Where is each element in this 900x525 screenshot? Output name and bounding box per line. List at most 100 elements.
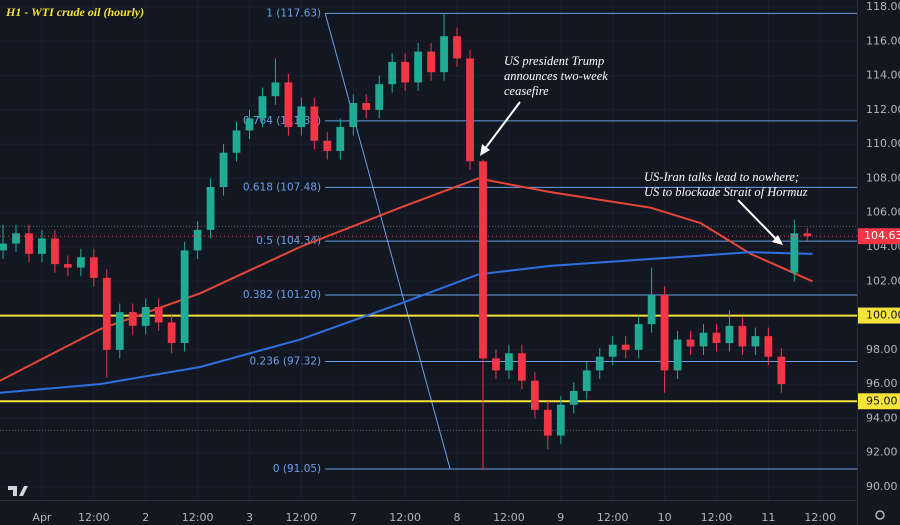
- y-tick-label: 98.00: [866, 343, 898, 356]
- arrow-head: [480, 144, 490, 156]
- y-tick-label: 118.00: [866, 0, 900, 13]
- y-tick-label: 94.00: [866, 411, 898, 424]
- candle-body: [686, 339, 695, 347]
- candle-body: [569, 390, 578, 405]
- candle-body: [725, 325, 734, 343]
- y-tick-label: 96.00: [866, 377, 898, 390]
- candle-body: [751, 336, 760, 347]
- candle-body: [76, 257, 85, 268]
- candle-body: [764, 336, 773, 357]
- candle-body: [63, 264, 72, 268]
- candle-body: [738, 325, 747, 347]
- candle-body: [102, 277, 111, 350]
- candle-body: [154, 306, 163, 323]
- candle-body: [595, 356, 604, 371]
- last-price-label: 104.63: [864, 229, 900, 242]
- last-price-tag: [858, 228, 900, 245]
- candle-body: [180, 250, 189, 343]
- x-tick-label: 12:00: [701, 511, 733, 524]
- candle-body: [206, 187, 215, 230]
- candle-body: [647, 294, 656, 325]
- moving-average: [0, 177, 813, 382]
- fib-label: 0.382 (101.20): [243, 289, 321, 301]
- x-tick-label: 7: [350, 511, 357, 524]
- candle-body: [660, 294, 669, 371]
- annotation: US to blockade Strait of Hormuz: [644, 185, 808, 199]
- candle-body: [699, 332, 708, 347]
- annotation: US-Iran talks lead to nowhere;: [644, 170, 799, 184]
- candle-body: [336, 127, 345, 152]
- fib-label: 0.5 (104.34): [256, 235, 321, 247]
- y-tick-label: 90.00: [866, 480, 898, 493]
- candle-body: [712, 332, 721, 343]
- candle-body: [530, 380, 539, 410]
- candle-body: [141, 306, 150, 326]
- candle-body: [518, 353, 526, 381]
- y-tick-label: 116.00: [866, 34, 900, 47]
- candle-body: [115, 312, 124, 350]
- price-tag: [858, 307, 900, 324]
- candle-body: [453, 36, 461, 59]
- candle-body: [362, 103, 371, 110]
- candle-body: [401, 61, 410, 83]
- x-tick-label: 9: [557, 511, 564, 524]
- annotation: announces two-week: [504, 69, 608, 83]
- candle-body: [479, 161, 487, 359]
- moving-average: [0, 251, 813, 394]
- candle-body: [505, 353, 513, 371]
- candle-body: [349, 103, 358, 128]
- candle-body: [582, 370, 591, 391]
- candle-body: [543, 409, 552, 436]
- candle-body: [790, 233, 799, 273]
- candle-body: [284, 82, 293, 128]
- candle-body: [38, 238, 46, 254]
- y-tick-label: 92.00: [866, 446, 898, 459]
- candle-body: [245, 118, 254, 131]
- price-tag-label: 95.00: [866, 394, 898, 407]
- x-tick-label: 12:00: [597, 511, 629, 524]
- logo-shape: [8, 486, 28, 496]
- candle-body: [89, 257, 98, 278]
- annotation: ceasefire: [504, 84, 549, 98]
- candle-body: [310, 106, 319, 141]
- settings-icon[interactable]: [875, 510, 885, 520]
- logo: [8, 486, 28, 496]
- x-tick-label: 3: [246, 511, 253, 524]
- candle-body: [803, 233, 812, 237]
- candle-body: [673, 339, 682, 371]
- x-tick-label: 12:00: [78, 511, 110, 524]
- fib-label: 0.236 (97.32): [250, 356, 322, 368]
- x-tick-label: 12:00: [389, 511, 421, 524]
- chart-title: H1 - WTI crude oil (hourly): [5, 5, 144, 19]
- x-tick-label: 12:00: [493, 511, 525, 524]
- y-tick-label: 108.00: [866, 171, 900, 184]
- candle-body: [427, 51, 435, 73]
- fib-label: 0 (91.05): [273, 463, 321, 475]
- x-tick-label: 2: [142, 511, 149, 524]
- candle-body: [634, 324, 643, 350]
- y-tick-label: 102.00: [866, 274, 900, 287]
- y-tick-label: 110.00: [866, 137, 900, 150]
- candle-body: [0, 243, 7, 251]
- candle-body: [375, 84, 384, 110]
- fib-trend: [324, 13, 451, 470]
- x-tick-label: 8: [454, 511, 461, 524]
- candle-body: [466, 58, 474, 162]
- candle-body: [271, 82, 280, 97]
- annotation: US president Trump: [504, 54, 604, 68]
- price-tag: [858, 393, 900, 410]
- x-tick-label: 12:00: [182, 511, 214, 524]
- candle-body: [777, 356, 786, 385]
- candle-body: [414, 51, 423, 83]
- x-tick-label: 12:00: [286, 511, 318, 524]
- price-tag-label: 100.00: [866, 309, 900, 322]
- candle-body: [388, 61, 397, 85]
- candle-body: [556, 404, 565, 436]
- candle-body: [323, 140, 332, 152]
- y-tick-label: 112.00: [866, 103, 900, 116]
- x-tick-label: 12:00: [804, 511, 836, 524]
- plot: 1 (117.63) 0.764 (111.36) 0.618 (107.48) 0.…: [0, 7, 857, 475]
